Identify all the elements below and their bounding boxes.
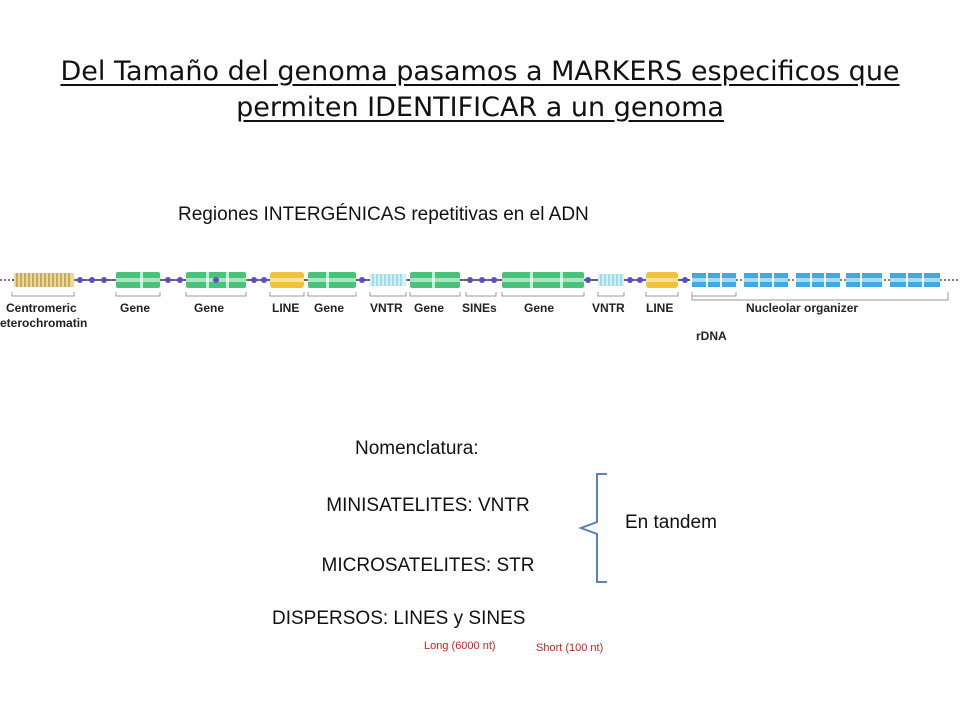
centromeric-heterochromatin-block (14, 273, 74, 287)
label-gene-1: Gene (120, 301, 150, 315)
label-nucleolar-organizer: Nucleolar organizer (746, 301, 858, 315)
label-centromeric-1: Centromeric (6, 301, 77, 315)
gene-block-2 (186, 272, 246, 288)
short-note: Short (100 nt) (536, 642, 604, 654)
title-line-2: permiten IDENTIFICAR a un genoma (236, 92, 724, 123)
gene-block-3 (308, 272, 356, 288)
vntr-block-2 (598, 274, 624, 286)
slide-title: Del Tamaño del genoma pasamos a MARKERS … (0, 54, 960, 126)
diagram-subtitle: Regiones INTERGÉNICAS repetitivas en el … (178, 204, 589, 225)
label-vntr-2: VNTR (592, 301, 625, 315)
element-brackets (11, 292, 949, 301)
label-gene-3: Gene (314, 301, 344, 315)
gene-block-1 (116, 272, 160, 288)
label-line-2: LINE (646, 301, 673, 315)
line-element-block-2 (646, 272, 678, 288)
minisatelites-text: MINISATELITES: VNTR (326, 495, 530, 516)
gene-block-5 (502, 272, 584, 288)
tandem-label: En tandem (625, 512, 717, 533)
title-line-1: Del Tamaño del genoma pasamos a MARKERS … (60, 56, 900, 87)
vntr-block-1 (370, 274, 406, 286)
line-element-block-1 (270, 272, 304, 288)
label-centromeric-2: eterochromatin (0, 316, 87, 330)
chromosome-diagram: Centromeric eterochromatin Gene Gene LIN… (0, 272, 958, 343)
curly-brace-icon (578, 473, 607, 583)
label-gene-5: Gene (524, 301, 554, 315)
label-line-1: LINE (272, 301, 299, 315)
label-sines: SINEs (462, 301, 497, 315)
microsatelites-text: MICROSATELITES: STR (321, 555, 535, 576)
gene-block-4 (410, 272, 460, 288)
long-note: Long (6000 nt) (424, 640, 496, 652)
label-gene-2: Gene (194, 301, 224, 315)
label-gene-4: Gene (414, 301, 444, 315)
nomenclature-heading: Nomenclatura: (355, 438, 479, 459)
dispersos-text: DISPERSOS: LINES y SINES (272, 608, 526, 629)
rdna-repeats (692, 273, 940, 287)
label-vntr-1: VNTR (370, 301, 403, 315)
label-rdna: rDNA (696, 329, 727, 343)
spacer-beads (77, 277, 688, 283)
